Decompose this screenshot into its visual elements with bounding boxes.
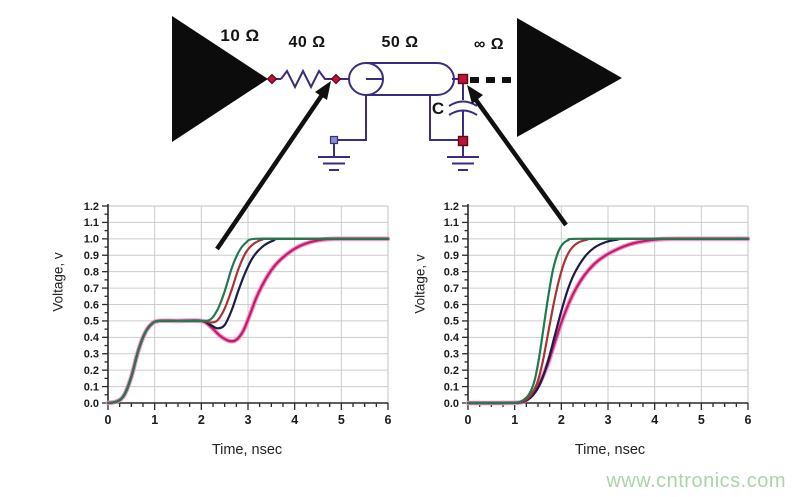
series-green (466, 237, 750, 405)
tline-right-cap (436, 62, 455, 96)
ground-symbol-right (447, 156, 479, 171)
ground-symbol-left (318, 156, 350, 171)
y-tick-label: 0.8 (444, 266, 459, 278)
x-tick-label: 0 (465, 413, 472, 427)
y-tick-label: 0.6 (84, 299, 99, 311)
y-tick-label: 0.8 (84, 266, 99, 278)
left-chart-ylabel: Voltage, v (50, 252, 66, 312)
x-tick-label: 3 (245, 413, 252, 427)
transmission-line (348, 62, 455, 96)
node-driver-pin (266, 73, 278, 85)
node-tline-out (457, 73, 469, 85)
y-tick-label: 0.0 (84, 398, 99, 410)
x-tick-label: 3 (605, 413, 612, 427)
y-tick-label: 0.4 (84, 332, 100, 344)
y-tick-label: 0.9 (444, 250, 459, 262)
x-tick-label: 0 (105, 413, 112, 427)
y-tick-label: 1.1 (84, 217, 99, 229)
x-tick-label: 4 (651, 413, 658, 427)
y-tick-label: 1.1 (444, 217, 459, 229)
tline-left-face (348, 62, 384, 96)
right-chart-plot: 0 1 2 3 4 5 6 0.0 0.1 0.2 0.3 0.4 0.5 0.6 0.7 0.8 0.9 1.0… (444, 201, 752, 427)
y-tick-label: 0.7 (444, 283, 459, 295)
x-tick-label: 4 (291, 413, 298, 427)
y-tick-label: 0.1 (84, 381, 99, 393)
left-chart-xlabel: Time, nsec (211, 442, 283, 458)
right-chart-xlabel: Time, nsec (574, 442, 646, 458)
node-cap-ground (457, 135, 469, 147)
capacitor-branch (429, 83, 479, 171)
x-tick-label: 5 (338, 413, 345, 427)
y-tick-label: 0.7 (84, 283, 99, 295)
y-tick-label: 0.5 (84, 316, 99, 328)
x-tick-label: 2 (558, 413, 565, 427)
series-resistor (280, 68, 334, 90)
x-tick-label: 5 (698, 413, 705, 427)
y-tick-label: 1.2 (84, 201, 99, 213)
x-tick-label: 1 (511, 413, 518, 427)
y-tick-label: 0.0 (444, 398, 459, 410)
y-tick-label: 0.5 (444, 316, 459, 328)
y-tick-label: 0.2 (84, 365, 99, 377)
node-tline-in (330, 73, 342, 85)
y-tick-label: 0.3 (444, 349, 459, 361)
x-tick-label: 1 (151, 413, 158, 427)
series-resistor-label: 40 Ω (288, 34, 326, 51)
y-tick-label: 1.0 (84, 234, 99, 246)
y-tick-label: 0.3 (84, 349, 99, 361)
wire-to-left-ground (336, 95, 367, 141)
watermark: www.cntronics.com (606, 470, 786, 492)
ground-node (329, 135, 339, 145)
receiver-triangle (517, 18, 622, 137)
y-tick-label: 0.6 (444, 299, 459, 311)
y-tick-label: 0.4 (444, 332, 460, 344)
y-tick-label: 0.9 (84, 250, 99, 262)
y-tick-label: 0.1 (444, 381, 459, 393)
right-chart-ylabel: Voltage, v (412, 254, 428, 314)
y-tick-label: 1.0 (444, 234, 459, 246)
left-chart-plot: 0 1 2 3 4 5 6 0.0 0.1 0.2 0.3 0.4 0.5 0.6 0.7 0.8 0.9 1.0… (84, 201, 392, 427)
x-tick-label: 6 (385, 413, 392, 427)
capacitor-label: C (431, 99, 445, 118)
source-impedance-label: 10 Ω (220, 26, 260, 45)
line-impedance-label: 50 Ω (381, 34, 419, 51)
capacitor-plate-bottom (448, 109, 478, 116)
y-tick-label: 0.2 (444, 365, 459, 377)
x-tick-label: 2 (198, 413, 205, 427)
capacitor-plate-top (448, 100, 478, 107)
y-tick-label: 1.2 (444, 201, 459, 213)
load-impedance-label: ∞ Ω (473, 36, 505, 53)
x-tick-label: 6 (745, 413, 752, 427)
left-ground-branch (318, 95, 367, 171)
